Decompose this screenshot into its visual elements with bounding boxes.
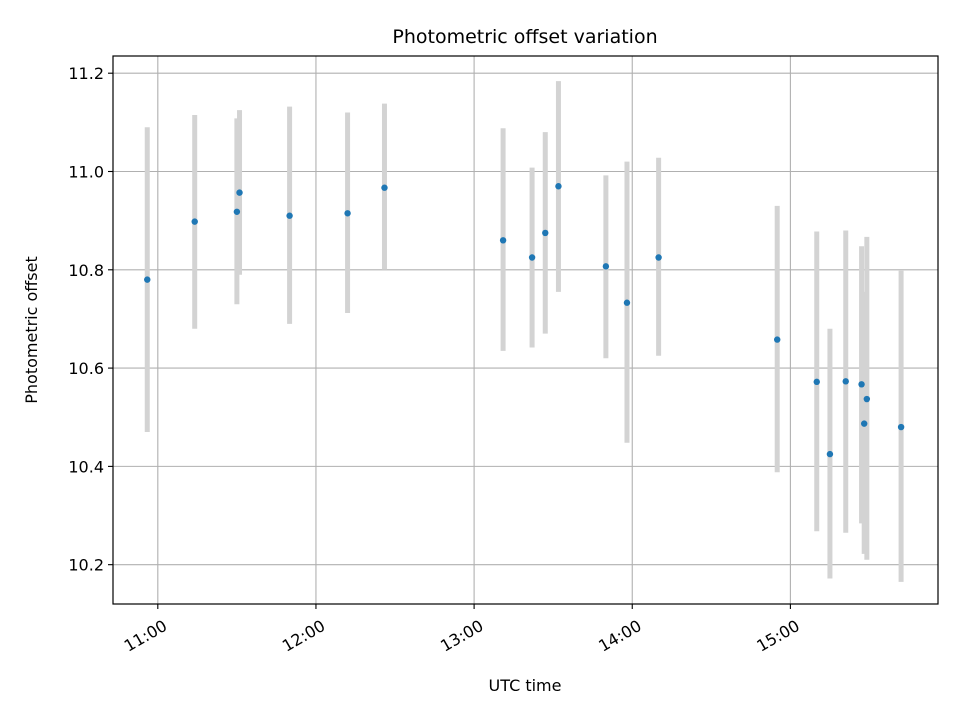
grid (113, 56, 938, 604)
data-point (555, 183, 562, 190)
data-point (623, 299, 631, 306)
data-point (236, 189, 243, 196)
chart-title: Photometric offset variation (392, 26, 657, 48)
y-tick-label: 10.8 (68, 261, 104, 280)
data-point (344, 210, 351, 217)
data-point (191, 218, 198, 225)
plot-area-background (113, 56, 938, 604)
data-point (528, 254, 536, 261)
x-axis-label: UTC time (489, 676, 562, 695)
data-point (144, 276, 151, 283)
data-point (863, 395, 871, 403)
data-point (233, 208, 241, 215)
data-point (858, 381, 865, 388)
data-point (826, 450, 834, 458)
data-point (286, 212, 293, 219)
data-point (655, 254, 662, 261)
data-point (813, 378, 820, 386)
data-point (897, 423, 905, 431)
data-point (842, 378, 849, 385)
y-tick-label: 10.6 (68, 359, 104, 378)
y-tick-label: 10.4 (68, 457, 104, 476)
y-axis-label: Photometric offset (22, 256, 41, 404)
y-tick-label: 11.0 (68, 162, 104, 181)
data-points (144, 183, 905, 458)
data-point (860, 420, 868, 427)
data-point (381, 184, 388, 191)
data-point (542, 229, 549, 237)
data-point (774, 336, 781, 343)
y-tick-label: 11.2 (68, 64, 104, 83)
data-point (499, 237, 507, 244)
plot-frame (112, 55, 939, 605)
y-tick-label: 10.2 (68, 556, 104, 575)
data-point (602, 263, 610, 270)
